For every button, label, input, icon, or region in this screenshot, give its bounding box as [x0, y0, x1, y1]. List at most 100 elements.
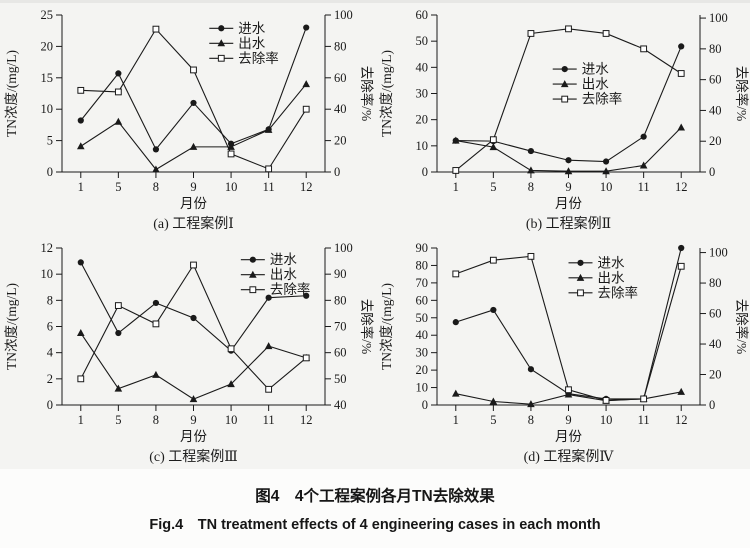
series-removal_rate-point-icon — [114, 88, 122, 96]
y-left-tick-label: 60 — [416, 8, 429, 22]
x-tick-label: 5 — [115, 180, 121, 194]
y-right-tick-label: 80 — [334, 39, 347, 53]
x-tick-label: 5 — [490, 413, 496, 427]
x-tick-label: 11 — [638, 413, 650, 427]
subplot-caption-c: (c) 工程案例Ⅲ — [149, 450, 238, 465]
series-effluent-line — [80, 83, 307, 171]
chart-b-canvas: 0 10 20 30 40 50 60 0 20 40 60 80 100 1 5 8 9 10 11 12 月份 TN浓… — [379, 8, 750, 211]
series-effluent-point-icon — [677, 387, 686, 395]
y-left-tick-label: 6 — [47, 320, 53, 334]
series-influent-point-icon — [115, 329, 122, 337]
x-tick-label: 1 — [78, 413, 84, 427]
subplot-caption-b: (b) 工程案例Ⅱ — [525, 217, 612, 232]
y-right-tick-label: 40 — [709, 337, 722, 351]
x-tick-label: 9 — [190, 413, 196, 427]
series-influent-point-icon — [190, 99, 197, 107]
y-left-tick-label: 0 — [422, 398, 428, 412]
series-removal_rate-point-icon — [152, 25, 160, 33]
series-removal_rate-point-icon — [77, 86, 85, 94]
y-left-tick-label: 12 — [41, 241, 54, 255]
series-effluent-point-icon — [677, 123, 686, 131]
y-right-tick-label: 80 — [709, 276, 722, 290]
series-influent-point-icon — [565, 157, 572, 164]
x-tick-label: 8 — [528, 413, 534, 427]
series-effluent-point-icon — [264, 342, 273, 350]
x-tick-label: 5 — [490, 180, 496, 194]
x-tick-label: 10 — [225, 413, 238, 427]
series-influent-point-icon — [452, 319, 459, 326]
subplot-d: 0 10 20 30 40 50 60 70 80 90 0 20 40 60 80 100 1 5 8 9 10 11 1… — [375, 236, 750, 469]
y-right-tick-label: 0 — [709, 165, 715, 179]
x-tick-label: 12 — [300, 413, 313, 427]
x-tick-label: 12 — [300, 180, 313, 194]
legend-influent-marker-icon — [249, 256, 256, 263]
series-influent-line — [80, 27, 307, 151]
legend-label-removal_rate: 去除率 — [270, 281, 311, 297]
x-tick-label: 11 — [263, 413, 275, 427]
x-tick-label: 11 — [263, 180, 275, 194]
y-left-tick-label: 10 — [41, 267, 54, 281]
series-influent-line — [455, 247, 682, 400]
y-right-tick-label: 100 — [709, 11, 728, 25]
series-effluent-point-icon — [114, 384, 123, 392]
series-influent-point-icon — [190, 314, 197, 322]
legend-effluent-marker-icon — [576, 273, 585, 281]
y-right-tick-label: 90 — [334, 267, 347, 281]
legend-effluent-marker-icon — [249, 270, 257, 278]
series-removal_rate-point-icon — [190, 261, 197, 269]
series-effluent-point-icon — [527, 166, 535, 174]
legend-label-removal_rate: 去除率 — [598, 284, 639, 300]
x-tick-label: 8 — [153, 180, 159, 194]
y-right-axis-label: 去除率/% — [734, 66, 750, 122]
legend-effluent-marker-icon — [560, 80, 569, 88]
x-tick-label: 9 — [565, 180, 571, 194]
series-effluent-point-icon — [152, 165, 160, 173]
series-removal_rate-point-icon — [565, 386, 572, 394]
series-removal_rate-point-icon — [114, 302, 122, 309]
series-effluent-point-icon — [227, 142, 235, 150]
series-removal_rate — [77, 25, 310, 173]
x-axis-label: 月份 — [180, 196, 207, 211]
series-influent — [77, 259, 310, 354]
legend-influent-marker-icon — [218, 25, 225, 32]
x-tick-label: 10 — [225, 180, 238, 194]
series-removal_rate-point-icon — [602, 397, 610, 404]
series-effluent-point-icon — [639, 161, 648, 169]
figure-caption-zh: 图4 4个工程案例各月TN去除效果 — [255, 488, 495, 505]
series-removal_rate-point-icon — [190, 66, 197, 74]
series-effluent — [76, 329, 311, 403]
subplot-caption-d: (d) 工程案例Ⅳ — [523, 450, 614, 465]
subplot-c: 0 2 4 6 8 10 12 40 50 60 70 80 90 100 1 5 8 9 10 11 12 月份 TN浓度… — [0, 236, 375, 469]
y-right-tick-label: 0 — [709, 398, 715, 412]
series-removal_rate-point-icon — [489, 256, 497, 264]
x-tick-label: 12 — [675, 413, 688, 427]
legend-removal_rate-marker-icon — [249, 286, 257, 294]
y-left-tick-label: 10 — [41, 102, 54, 116]
series-removal_rate-line — [455, 28, 682, 171]
y-left-axis-label: TN浓度/(mg/L) — [4, 50, 19, 137]
x-tick-label: 1 — [78, 180, 84, 194]
series-removal_rate-point-icon — [77, 375, 85, 383]
page-top-edge — [0, 0, 750, 3]
series-influent-point-icon — [640, 133, 647, 140]
legend-label-effluent: 出水 — [270, 267, 297, 282]
series-influent-point-icon — [303, 24, 310, 31]
x-tick-label: 10 — [600, 413, 613, 427]
legend-label-effluent: 出水 — [582, 77, 610, 92]
series-removal_rate-point-icon — [677, 70, 685, 77]
x-tick-label: 11 — [638, 180, 650, 194]
series-influent-point-icon — [527, 366, 535, 373]
series-effluent-point-icon — [152, 370, 160, 378]
series-effluent-point-icon — [189, 142, 198, 150]
series-influent-point-icon — [602, 158, 610, 165]
y-right-tick-label: 20 — [709, 134, 722, 148]
legend-influent-marker-icon — [561, 66, 568, 73]
figure-caption-en: Fig.4 TN treatment effects of 4 engineer… — [149, 517, 601, 533]
series-removal_rate-point-icon — [602, 30, 610, 37]
series-influent-point-icon — [265, 294, 272, 301]
series-influent-point-icon — [77, 117, 84, 124]
x-tick-label: 5 — [115, 413, 121, 427]
y-left-tick-label: 50 — [416, 311, 429, 325]
